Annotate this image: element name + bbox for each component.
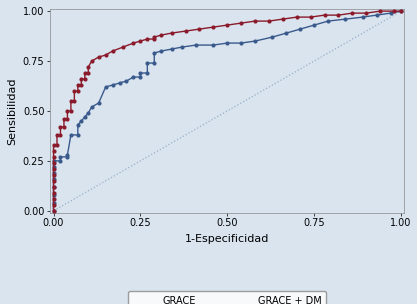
Legend: GRACE
AUC 0,758, GRACE + DM
AUC 0,813: GRACE AUC 0,758, GRACE + DM AUC 0,813 [128, 291, 326, 304]
X-axis label: 1-Especificidad: 1-Especificidad [185, 234, 269, 244]
Y-axis label: Sensibilidad: Sensibilidad [8, 77, 17, 145]
